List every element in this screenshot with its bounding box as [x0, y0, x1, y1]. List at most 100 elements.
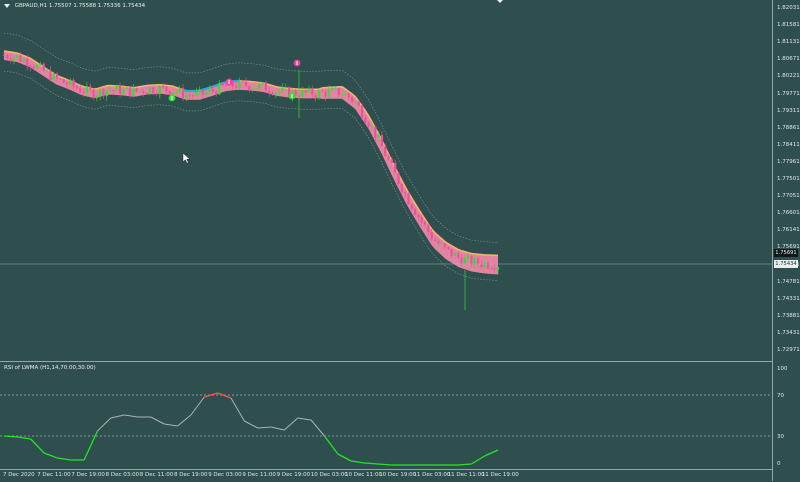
candle [377, 131, 380, 142]
candle [397, 172, 400, 186]
candle [102, 87, 105, 99]
rsi-segment [3, 435, 18, 438]
chart-shift-marker-icon[interactable] [497, 0, 503, 3]
time-tick-label: 7 Dec 11:00 [37, 472, 71, 478]
price-tick-label: 1.82031 [777, 5, 800, 11]
chart-dropdown-icon[interactable] [4, 3, 10, 8]
time-tick-label: 10 Dec 03:00 [310, 472, 348, 478]
rsi-indicator-panel[interactable]: RSI of LWMA (H1,14,70.00,30.00) [0, 363, 772, 469]
candle [225, 83, 228, 86]
candle [49, 66, 52, 82]
candle [490, 265, 493, 270]
envelope-lower [3, 70, 499, 281]
candle [274, 91, 277, 99]
candle [404, 189, 407, 198]
price-axis[interactable]: 1.82031 1.81581 1.81131 1.80671 1.80221 1.797… [772, 0, 800, 481]
candle [92, 87, 95, 100]
price-tick-label: 1.77501 [777, 176, 800, 182]
candle [72, 77, 75, 91]
time-tick-label: 9 Dec 19:00 [276, 472, 311, 478]
candle [142, 89, 145, 97]
rsi-segment [190, 396, 205, 416]
candle [158, 84, 161, 99]
candle [463, 254, 466, 265]
candle [59, 77, 62, 81]
candle [480, 260, 483, 270]
rsi-plot [0, 392, 772, 466]
rsi-segment [43, 452, 58, 459]
candle [384, 143, 387, 157]
time-tick-label: 11 Dec 03:00 [413, 472, 451, 478]
time-tick-label: 11 Dec 19:00 [481, 472, 519, 478]
candle [168, 90, 171, 96]
candle [128, 87, 132, 99]
candle [251, 86, 254, 93]
time-axis[interactable]: 7 Dec 2020 7 Dec 11:00 7 Dec 19:00 8 Dec 03… [0, 469, 772, 482]
candle [327, 85, 331, 99]
candle [477, 256, 480, 268]
symbol-label: GBPAUD,H1 [14, 3, 48, 9]
rsi-segment [110, 414, 125, 419]
candle [125, 86, 128, 89]
candle [344, 91, 347, 95]
candle [374, 126, 377, 142]
trend-band [4, 51, 498, 275]
rsi-segment [150, 416, 165, 425]
candle [370, 121, 374, 131]
price-chart-panel[interactable]: GBPAUD,H1 1.75507 1.75588 1.75336 1.7543… [0, 0, 772, 362]
price-tick-label: 1.74331 [777, 295, 800, 302]
candle [311, 85, 314, 98]
candle [483, 261, 486, 270]
candle [400, 182, 403, 195]
candle [135, 87, 138, 93]
rsi-segment [364, 462, 378, 465]
candle [281, 82, 284, 94]
rsi-segment [310, 419, 325, 437]
price-tick-label: 1.81581 [777, 22, 800, 29]
indicator-title: RSI of LWMA (H1,14,70.00,30.00) [4, 365, 96, 371]
candle [46, 68, 49, 73]
candle [450, 248, 453, 259]
price-tick-label: 1.77051 [777, 193, 800, 200]
candle [65, 79, 69, 88]
symbol-header: GBPAUD,H1 1.75507 1.75588 1.75336 1.7543… [4, 3, 145, 9]
candle [89, 83, 92, 93]
current-price-tag: 1.75434 [774, 260, 798, 268]
candle [211, 84, 214, 95]
time-tick-label: 10 Dec 19:00 [379, 472, 417, 478]
candle [407, 191, 410, 205]
candle [191, 93, 195, 100]
candle [364, 114, 367, 123]
candle [16, 55, 19, 60]
candle [324, 89, 327, 102]
candle [115, 84, 118, 91]
candle [22, 56, 25, 63]
candle [36, 63, 39, 69]
candle [447, 246, 450, 251]
marker-price-tag: 1.75691 [774, 249, 798, 257]
candle [321, 88, 324, 93]
candle [241, 79, 244, 84]
candle [12, 56, 16, 65]
rsi-segment [217, 392, 232, 399]
candle [268, 87, 271, 97]
candle [258, 81, 261, 91]
candle [473, 254, 476, 270]
rsi-tick-label: 30 [777, 434, 784, 440]
candle [108, 85, 112, 94]
candle [304, 89, 307, 96]
candle [32, 64, 35, 71]
candle [347, 92, 350, 100]
candle [261, 82, 264, 86]
candle [69, 78, 72, 87]
candle [443, 242, 447, 250]
candle [341, 89, 344, 99]
candle [155, 89, 158, 97]
price-tick-label: 1.78411 [777, 141, 800, 148]
price-tick-label: 1.73431 [777, 329, 800, 336]
ohlc-values: 1.75507 1.75588 1.75336 1.75434 [48, 3, 146, 9]
candle [221, 82, 224, 87]
candle [2, 52, 6, 56]
price-tick-label: 1.72971 [777, 347, 800, 353]
candle [453, 251, 456, 257]
